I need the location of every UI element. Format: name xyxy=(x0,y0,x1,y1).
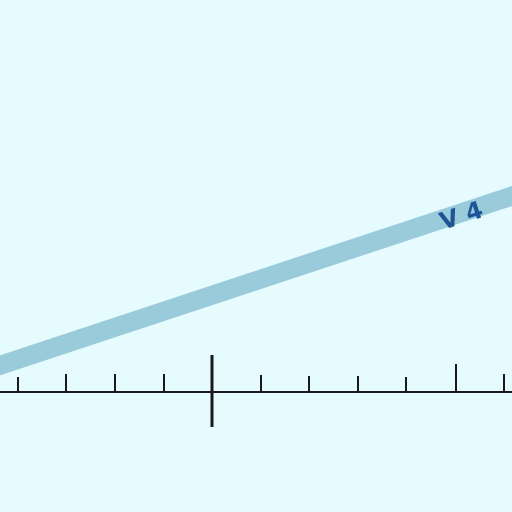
scale-bar xyxy=(0,355,512,427)
route-v4-line[interactable] xyxy=(0,185,512,376)
